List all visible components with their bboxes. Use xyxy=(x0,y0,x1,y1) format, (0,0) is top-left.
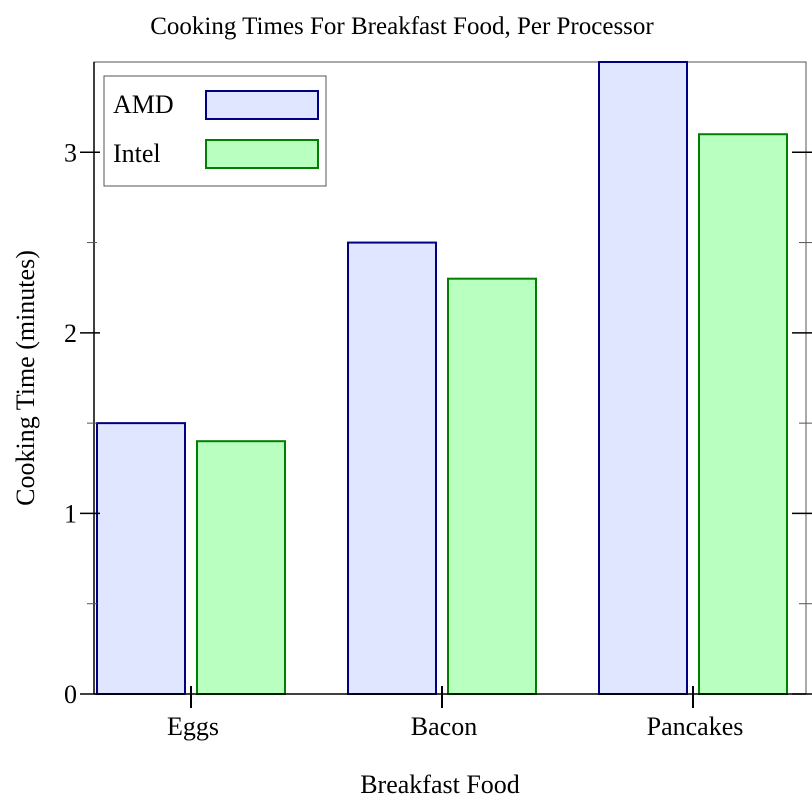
chart-title: Cooking Times For Breakfast Food, Per Pr… xyxy=(150,13,654,40)
bar-amd-pancakes xyxy=(598,61,688,695)
bar-intel-bacon xyxy=(447,277,537,695)
y-tick-label-3: 3 xyxy=(64,138,77,167)
y-axis-label: Cooking Time (minutes) xyxy=(11,250,40,506)
bar-intel-pancakes xyxy=(698,133,788,695)
legend: AMD Intel xyxy=(103,75,327,187)
bar-amd-eggs xyxy=(96,422,186,695)
legend-label-intel: Intel xyxy=(113,139,161,168)
y-tick-label-2: 2 xyxy=(64,319,77,348)
x-axis-label: Breakfast Food xyxy=(360,770,520,799)
y-tick-label-1: 1 xyxy=(64,499,77,528)
x-tick-label-eggs: Eggs xyxy=(167,712,219,741)
bar-amd-bacon xyxy=(347,241,437,695)
y-tick-label-0: 0 xyxy=(64,680,77,709)
axes: 0 1 2 3 Eggs Bacon Pancakes xyxy=(64,62,812,741)
legend-swatch-amd xyxy=(205,90,319,120)
legend-swatch-intel xyxy=(205,139,319,169)
x-tick-label-pancakes: Pancakes xyxy=(647,712,744,741)
bar-intel-eggs xyxy=(196,440,286,696)
x-tick-label-bacon: Bacon xyxy=(411,712,477,741)
legend-label-amd: AMD xyxy=(113,90,174,119)
